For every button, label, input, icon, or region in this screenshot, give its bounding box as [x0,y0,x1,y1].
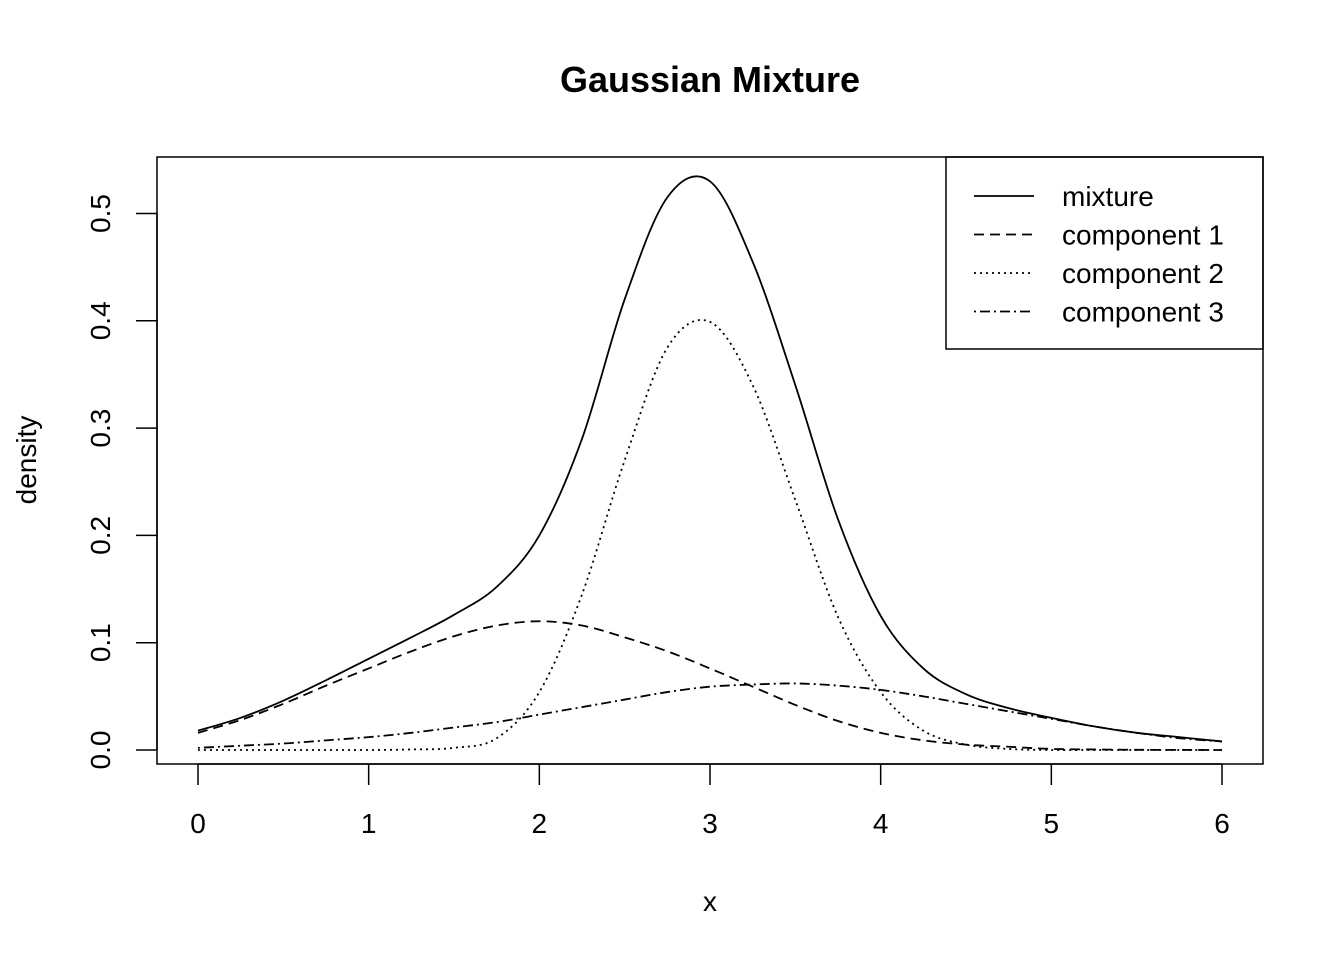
series-line-mixture [197,175,1223,743]
x-tick-label: 6 [1214,808,1230,839]
x-tick-label: 1 [361,808,377,839]
y-axis-label: density [11,416,42,505]
legend-label-component-1: component 1 [1062,220,1224,251]
x-tick-label: 4 [873,808,889,839]
legend-box [945,156,1264,350]
x-tick-label: 2 [532,808,548,839]
y-tick-label: 0.5 [85,194,116,233]
y-tick-label: 0.4 [85,301,116,340]
legend-label-component-3: component 3 [1062,297,1224,328]
x-axis-label: x [703,886,717,917]
y-axis: 0.0 0.1 0.2 0.3 0.4 0.5 [85,194,158,770]
legend-label-component-2: component 2 [1062,258,1224,289]
y-tick-label: 0.1 [85,623,116,662]
x-axis: 0 1 2 3 4 5 6 [190,763,1230,839]
legend-label-mixture: mixture [1062,181,1154,212]
legend: mixture component 1 component 2 component 3 [945,156,1264,350]
chart-title: Gaussian Mixture [560,59,860,100]
x-tick-label: 3 [702,808,718,839]
x-tick-label: 0 [190,808,206,839]
y-tick-label: 0.0 [85,731,116,770]
series-line-component-2 [198,319,1222,751]
series-line-component-3 [197,682,1223,749]
series-layer [197,175,1223,751]
y-tick-label: 0.2 [85,516,116,555]
y-tick-label: 0.3 [85,409,116,448]
x-tick-label: 5 [1044,808,1060,839]
series-line-component-1 [197,620,1223,751]
